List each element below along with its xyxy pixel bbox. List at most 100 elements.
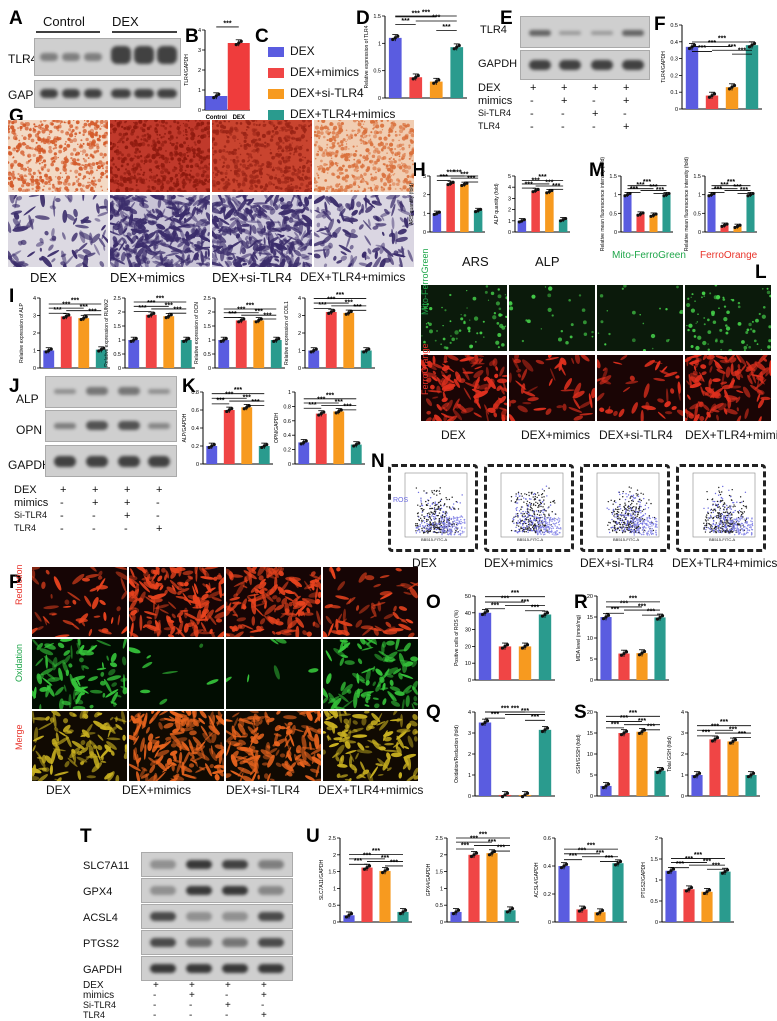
significance-label: *** (491, 602, 499, 609)
data-point (643, 650, 646, 653)
y-tick-label: 10 (587, 752, 593, 758)
bar (218, 340, 229, 368)
significance-label: *** (605, 855, 613, 862)
y-tick-label: 20 (587, 594, 593, 600)
data-point (526, 643, 529, 646)
y-tick-label: 1 (614, 193, 617, 199)
y-tick-label: 0.6 (191, 408, 199, 414)
significance-label: *** (147, 300, 155, 307)
y-axis-label: ALP/GAPDH (182, 413, 188, 442)
bar (236, 320, 247, 368)
significance-label: *** (511, 590, 519, 597)
significance-label: *** (511, 706, 519, 713)
significance-label: *** (708, 40, 716, 47)
data-point (738, 224, 741, 227)
data-point (564, 217, 567, 220)
bar (636, 732, 647, 796)
y-tick-label: 10 (465, 661, 471, 667)
y-tick-label: 4 (198, 28, 201, 34)
data-point (265, 443, 268, 446)
data-point (690, 886, 693, 889)
significance-label: *** (326, 392, 334, 399)
y-axis-label: MDA level (nmol/mg) (576, 614, 582, 661)
bar (61, 316, 72, 368)
y-tick-label: 1 (208, 338, 211, 344)
y-tick-label: 3 (298, 314, 301, 320)
y-tick-label: 1 (468, 773, 471, 779)
y-tick-label: 0 (423, 230, 426, 236)
bar (241, 407, 252, 464)
data-point (565, 863, 568, 866)
bar (468, 855, 479, 922)
data-point (526, 792, 529, 795)
y-axis-label: ARS quantity (fold) (409, 183, 415, 225)
y-tick-label: 0.2 (191, 444, 199, 450)
bar (746, 195, 754, 232)
y-tick-label: 1 (698, 193, 701, 199)
data-point (315, 348, 318, 351)
y-tick-label: 0 (298, 366, 301, 372)
y-tick-label: 2.5 (435, 836, 443, 842)
data-point (457, 909, 460, 912)
bar (181, 340, 192, 368)
y-tick-label: 0.2 (543, 892, 551, 898)
y-tick-label: 0.4 (283, 433, 291, 439)
significance-label: *** (552, 183, 560, 190)
significance-label: *** (251, 399, 259, 406)
y-tick-label: 30 (465, 628, 471, 634)
treatment-sign: + (261, 1010, 267, 1021)
bar (450, 47, 463, 98)
y-tick-label: 2 (208, 310, 211, 316)
bar (253, 320, 264, 368)
significance-label: *** (237, 306, 245, 313)
y-axis-label: ALP quantity (fold) (494, 183, 500, 224)
y-axis-label: Relative expression of ALP (19, 302, 25, 362)
significance-label: *** (685, 856, 693, 863)
data-point (523, 218, 526, 221)
y-tick-label: 1 (333, 886, 336, 892)
data-point (242, 317, 245, 320)
significance-label: *** (372, 848, 380, 855)
bar (531, 191, 540, 232)
y-tick-label: 0 (208, 366, 211, 372)
data-point (240, 40, 243, 43)
significance-label: *** (479, 832, 487, 839)
significance-label: *** (422, 10, 430, 17)
y-axis-label: ACSL4/GAPDH (534, 862, 540, 897)
bar (460, 184, 469, 232)
y-tick-label: 5 (508, 174, 511, 180)
chart-f: 00.10.20.30.40.5TLR4/GAPDH**************… (661, 23, 762, 113)
y-tick-label: 1.5 (328, 870, 336, 876)
significance-label: *** (638, 604, 646, 611)
treatment-label: TLR4 (83, 1010, 105, 1020)
bar (746, 45, 758, 109)
y-tick-label: 1.5 (373, 14, 381, 20)
data-point (752, 772, 755, 775)
bar (343, 313, 354, 368)
bar (539, 614, 551, 680)
y-tick-label: 1.5 (609, 174, 617, 180)
bar (686, 47, 698, 109)
y-tick-label: 0.5 (650, 899, 658, 905)
significance-label: *** (71, 297, 79, 304)
y-tick-label: 2.5 (328, 836, 336, 842)
bar (389, 38, 402, 98)
bar (361, 868, 372, 922)
bar (486, 853, 497, 922)
significance-label: *** (596, 850, 604, 857)
y-axis-label: TLR4/GAPDH (661, 51, 667, 83)
y-axis-label: PTGS2/GAPDH (641, 862, 647, 898)
y-tick-label: 0.5 (670, 23, 678, 29)
y-tick-label: 0 (198, 108, 201, 114)
significance-label: *** (694, 852, 702, 859)
significance-label: *** (497, 845, 505, 852)
y-tick-label: 0 (508, 230, 511, 236)
data-point (601, 909, 604, 912)
significance-label: *** (643, 179, 651, 186)
data-point (753, 42, 756, 45)
y-tick-label: 4 (508, 185, 511, 191)
y-tick-label: 2 (198, 68, 201, 74)
significance-label: *** (467, 176, 475, 183)
